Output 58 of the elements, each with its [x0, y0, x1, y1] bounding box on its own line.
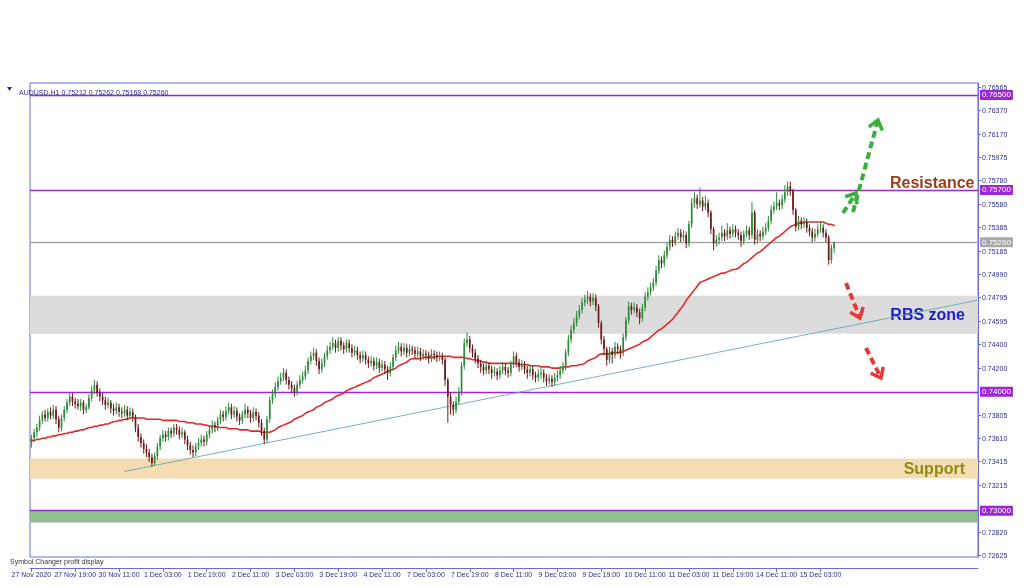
candlestick	[192, 444, 194, 458]
candlestick	[488, 361, 490, 375]
candlestick	[592, 292, 594, 306]
ref-line-label: 0.75700	[982, 185, 1012, 195]
candlestick	[740, 231, 742, 248]
candlestick	[203, 435, 205, 448]
candlestick	[214, 421, 216, 433]
candlestick	[751, 201, 753, 240]
candlestick	[222, 410, 225, 423]
candlestick	[414, 346, 416, 360]
candlestick	[107, 397, 109, 409]
candlestick	[151, 453, 153, 468]
candlestick	[762, 226, 764, 241]
candlestick	[120, 406, 123, 419]
candlestick	[436, 350, 438, 363]
candlestick	[236, 406, 238, 423]
candlestick	[362, 349, 364, 363]
candlestick	[814, 228, 816, 242]
candlestick	[370, 355, 372, 368]
ref-line-label: 0.74000	[982, 387, 1012, 397]
candlestick	[425, 349, 427, 361]
candlestick	[729, 226, 731, 240]
candlestick	[172, 423, 175, 438]
candlestick	[803, 216, 805, 229]
candlestick	[118, 403, 120, 418]
candlestick	[44, 409, 46, 423]
candlestick	[433, 349, 435, 361]
candlestick	[96, 380, 98, 398]
candlestick	[633, 302, 635, 314]
candlestick	[559, 365, 562, 380]
candlestick	[422, 348, 425, 361]
candlestick	[359, 350, 362, 364]
candlestick	[529, 364, 531, 377]
candlestick	[109, 399, 112, 414]
candlestick	[340, 336, 342, 351]
candlestick	[373, 356, 375, 371]
candlestick	[403, 342, 405, 356]
ref-line-label: 0.73000	[982, 506, 1012, 516]
candlestick	[381, 359, 383, 373]
ref-line-label: 0.76500	[982, 90, 1012, 100]
candlestick	[699, 187, 701, 209]
candlestick	[351, 343, 353, 358]
candlestick	[77, 398, 79, 411]
candlestick	[129, 406, 131, 420]
candlestick	[614, 341, 616, 360]
candlestick	[170, 427, 172, 439]
candlestick	[181, 427, 183, 439]
candlestick	[496, 367, 498, 381]
band-label: Support	[903, 460, 966, 477]
ref-line-label: 0.75260	[982, 237, 1012, 247]
candlestick	[499, 365, 501, 380]
band-label: RBS zone	[890, 306, 966, 324]
candlestick	[540, 367, 542, 380]
candlestick	[507, 366, 509, 379]
candlestick	[233, 405, 235, 419]
annotation: Resistance	[890, 173, 975, 191]
candlestick	[551, 374, 553, 388]
candlestick	[225, 405, 227, 421]
